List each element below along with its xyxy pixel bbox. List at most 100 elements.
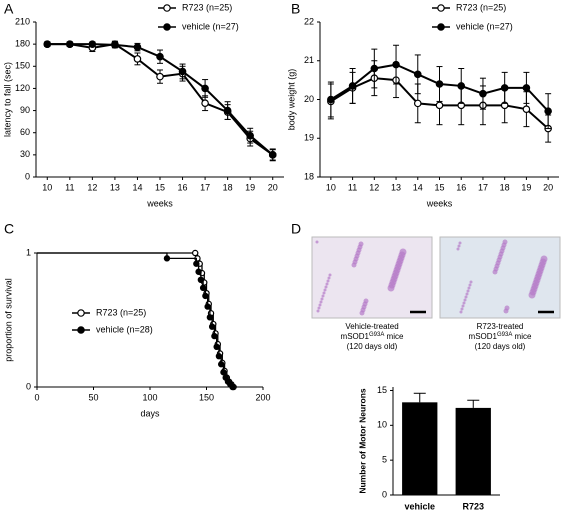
marker bbox=[246, 131, 254, 140]
y-tick-label: 15 bbox=[377, 385, 387, 395]
x-axis-label: days bbox=[140, 408, 160, 418]
x-axis-label: weeks bbox=[426, 198, 453, 208]
marker bbox=[348, 82, 357, 90]
marker bbox=[201, 99, 209, 107]
caption-sup: G93A bbox=[497, 332, 512, 338]
y-tick-label: 120 bbox=[15, 83, 30, 93]
marker bbox=[201, 84, 209, 93]
y-axis-label: latency to fall (sec) bbox=[2, 62, 12, 137]
legend-label: R723 (n=25) bbox=[96, 307, 146, 317]
x-tick-label: 11 bbox=[348, 182, 357, 192]
legend-marker bbox=[437, 23, 445, 31]
legend-marker bbox=[77, 326, 85, 334]
caption: (120 days old) bbox=[347, 342, 398, 351]
cell bbox=[327, 276, 331, 280]
marker bbox=[327, 95, 335, 104]
x-tick-label: 17 bbox=[478, 182, 488, 192]
marker bbox=[206, 314, 214, 321]
legend-marker bbox=[77, 309, 85, 317]
cell bbox=[320, 297, 324, 301]
marker bbox=[413, 99, 422, 108]
marker bbox=[211, 332, 218, 340]
marker bbox=[522, 84, 531, 92]
bar bbox=[402, 402, 438, 495]
marker bbox=[163, 255, 171, 262]
x-tick-label: 19 bbox=[245, 182, 255, 192]
y-tick-label: 60 bbox=[20, 127, 30, 137]
marker bbox=[111, 41, 119, 49]
cell bbox=[358, 241, 364, 247]
x-tick-label: 0 bbox=[34, 392, 39, 402]
cell bbox=[315, 240, 319, 244]
legend-label: R723 (n=25) bbox=[456, 2, 506, 12]
caption: R723-treated bbox=[477, 322, 524, 331]
y-axis-label: body weight (g) bbox=[286, 69, 296, 131]
cell bbox=[325, 282, 329, 286]
cell bbox=[460, 307, 464, 311]
y-tick-label: 0 bbox=[26, 381, 31, 391]
cell bbox=[326, 279, 330, 283]
legend-marker bbox=[437, 4, 445, 12]
marker bbox=[156, 52, 164, 61]
marker bbox=[220, 369, 227, 376]
y-tick-label: 20 bbox=[304, 94, 314, 104]
caption: (120 days old) bbox=[475, 342, 526, 351]
cell bbox=[321, 294, 325, 298]
x-tick-label: 10 bbox=[326, 182, 336, 192]
cell bbox=[456, 247, 460, 251]
marker bbox=[88, 40, 97, 48]
cell bbox=[323, 288, 327, 292]
cell bbox=[504, 305, 510, 311]
micrograph bbox=[311, 236, 433, 319]
marker bbox=[213, 343, 220, 350]
x-tick-label: R723 bbox=[462, 501, 484, 510]
x-axis-label: weeks bbox=[146, 198, 173, 208]
x-tick-label: 14 bbox=[132, 182, 142, 192]
y-tick-label: 150 bbox=[15, 61, 30, 71]
y-tick-label: 30 bbox=[20, 149, 30, 159]
x-tick-label: 150 bbox=[199, 392, 214, 402]
cell bbox=[457, 244, 461, 248]
marker bbox=[197, 276, 205, 283]
cell bbox=[502, 239, 508, 245]
legend-label: vehicle (n=27) bbox=[456, 21, 513, 31]
panel-letter: D bbox=[291, 221, 301, 237]
x-tick-label: 18 bbox=[500, 182, 510, 192]
x-tick-label: 15 bbox=[155, 182, 165, 192]
y-axis-label: Number of Motor Neurons bbox=[357, 388, 367, 494]
x-tick-label: 16 bbox=[178, 182, 188, 192]
cell bbox=[540, 255, 548, 263]
cell bbox=[322, 291, 326, 295]
x-tick-label: 13 bbox=[391, 182, 401, 192]
marker bbox=[413, 70, 422, 79]
cell bbox=[468, 283, 472, 287]
marker bbox=[522, 105, 531, 113]
y-tick-label: 10 bbox=[377, 420, 387, 430]
x-tick-label: vehicle bbox=[404, 501, 435, 510]
x-tick-label: 12 bbox=[369, 182, 379, 192]
y-tick-label: 19 bbox=[304, 133, 314, 143]
marker bbox=[156, 72, 164, 81]
caption-sup: G93A bbox=[369, 332, 384, 338]
caption: mSOD1G93A mice bbox=[341, 332, 404, 342]
marker bbox=[435, 80, 444, 88]
caption: Vehicle-treated bbox=[345, 322, 398, 331]
cell bbox=[464, 295, 468, 299]
marker bbox=[199, 284, 207, 292]
x-tick-label: 19 bbox=[521, 182, 531, 192]
y-tick-label: 0 bbox=[25, 171, 30, 181]
marker bbox=[229, 383, 236, 391]
cell bbox=[399, 248, 407, 256]
cell bbox=[465, 292, 469, 296]
marker bbox=[370, 64, 379, 73]
marker bbox=[133, 55, 142, 63]
marker bbox=[195, 268, 202, 275]
marker bbox=[479, 89, 487, 98]
marker bbox=[133, 43, 142, 51]
cell bbox=[458, 241, 462, 245]
x-tick-label: 18 bbox=[223, 182, 233, 192]
y-tick-label: 21 bbox=[304, 55, 314, 65]
marker bbox=[500, 84, 509, 92]
panel-letter: B bbox=[291, 1, 300, 17]
